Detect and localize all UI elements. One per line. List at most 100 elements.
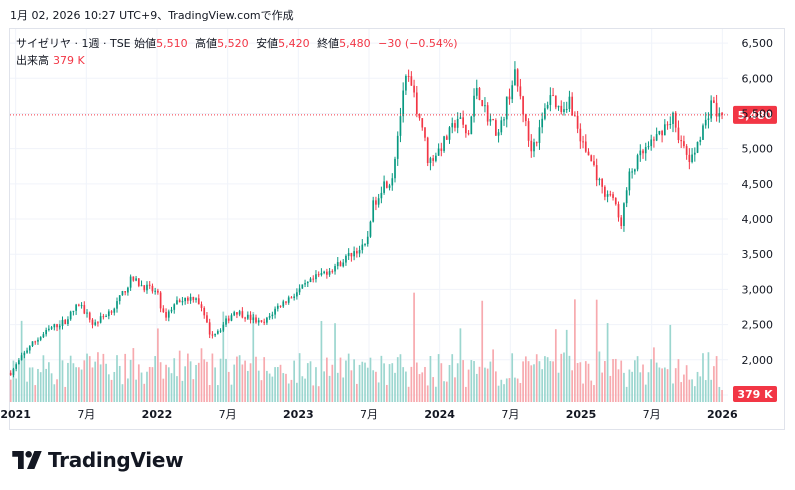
candle-body [154,290,157,292]
candle-body [375,200,377,205]
candle-body [64,319,67,325]
candle-body [77,304,80,306]
candle-body [693,152,696,155]
candle-body [143,285,146,291]
volume-bar [383,363,385,402]
time-tick-label: 2022 [142,408,173,421]
candle-body [451,123,454,128]
volume-bar [189,361,192,402]
volume-bar [505,378,508,402]
volume-bar [151,367,154,402]
volume-bar [102,353,105,402]
time-axis: 2021 7月 2022 7月 2023 7月 2024 7月 2025 7月 2026 [0,408,738,421]
volume-bar [609,375,612,402]
candle-body [688,154,691,163]
volume-bar [263,357,266,402]
candle-body [203,307,206,316]
candle-body [211,334,214,336]
volume-bar [301,376,304,402]
volume-bar [710,379,713,402]
volume-bar [110,379,113,402]
candle-body [67,319,69,325]
volume-label: 出来高 [16,54,49,67]
price-tick-label: 4,000 [742,213,774,226]
volume-bar [669,324,672,402]
candle-body [707,118,710,120]
candle-body [658,130,661,135]
volume-bar [12,360,15,402]
volume-bar [377,382,380,402]
candle-body [260,320,263,322]
price-tick-label: 4,500 [742,178,774,191]
candle-body [176,300,178,305]
candle-body [696,141,699,153]
candle-body [465,124,467,134]
candle-body [519,86,522,97]
volume-bar [486,368,489,402]
candle-body [683,141,685,147]
volume-bar [45,368,47,402]
candle-body [222,324,225,331]
candle-body [595,165,598,181]
volume-bar [154,356,157,402]
candle-body [244,317,246,319]
volume-bar [69,355,72,402]
candle-body [165,312,167,318]
candle-body [225,318,227,325]
candle-body [135,278,137,281]
candle-body [606,194,609,197]
candle-body [34,341,37,343]
volume-bar [672,383,674,402]
candle-body [296,292,298,297]
candle-body [285,301,287,303]
candle-body [274,308,276,315]
volume-bar [28,367,31,402]
volume-bar [612,359,614,402]
candle-body [437,148,440,156]
candle-body [631,171,633,173]
candle-body [620,217,623,227]
price-tick-label: 6,000 [742,72,774,85]
volume-bar [18,363,20,402]
volume-bar [685,365,688,402]
candle-body [118,295,121,302]
volume-bar [549,361,552,402]
volume-bar [364,362,366,402]
volume-bar [475,373,478,402]
candle-body [636,155,639,170]
volume-bar [391,363,394,402]
candle-body [353,251,355,257]
candle-body [557,105,560,108]
volume-bar [388,364,391,402]
candle-body [718,113,721,117]
volume-bar [522,361,524,402]
volume-bar [604,361,606,402]
tradingview-brand[interactable]: TradingView [12,448,184,472]
candle-body [266,317,268,323]
time-tick-label: 7月 [360,408,378,421]
volume-bar [437,354,440,402]
volume-bar [137,364,140,402]
candle-body [574,115,576,117]
volume-bar [20,320,23,402]
candle-body [9,372,12,376]
candle-body [579,128,582,142]
candle-body [12,368,15,376]
candle-body [162,308,165,313]
candle-body [230,315,233,321]
volume-bar [571,370,574,402]
volume-bar [225,358,227,402]
volume-bar [238,355,241,402]
time-tick-label: 2025 [566,408,597,421]
time-tick-label: 2026 [707,408,738,421]
volume-bar [195,364,197,402]
snapshot-header: 1月 02, 2026 10:27 UTC+9、TradingView.comで… [10,9,294,22]
volume-bar [31,367,34,402]
candle-body [192,296,195,300]
chart-frame [9,28,785,430]
volume-bar [274,367,276,402]
volume-bar [642,364,644,402]
volume-bar [481,300,484,402]
candle-body [639,150,642,156]
